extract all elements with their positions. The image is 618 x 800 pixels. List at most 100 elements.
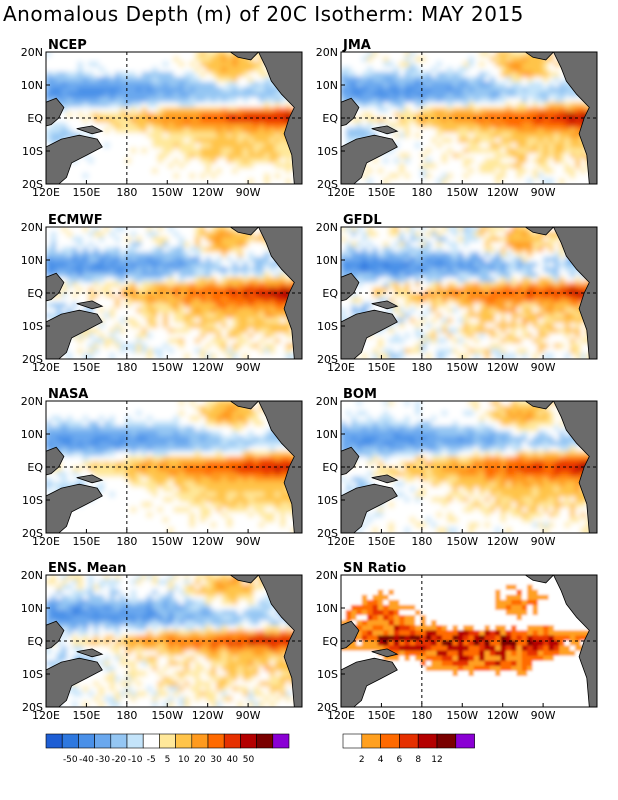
heatmap-cell [226, 71, 234, 78]
heatmap-cell [351, 122, 358, 129]
heatmap-cell [253, 322, 260, 330]
heatmap-cell [548, 87, 555, 94]
heatmap-cell [484, 137, 491, 144]
heatmap-cell [495, 71, 502, 78]
heatmap-cell [388, 322, 395, 330]
panel-title: NCEP [48, 38, 87, 53]
heatmap-cell [77, 163, 84, 170]
heatmap-cell [194, 338, 202, 345]
heatmap-cell [377, 343, 385, 350]
heatmap-cell [468, 147, 475, 155]
heatmap-cell [447, 282, 454, 289]
heatmap-cell [404, 122, 411, 129]
heatmap-cell [383, 241, 390, 248]
heatmap-cell [88, 76, 95, 83]
heatmap-cell [104, 168, 111, 175]
heatmap-cell [157, 107, 164, 114]
heatmap-cell [436, 137, 443, 144]
heatmap-cell [88, 92, 95, 99]
heatmap-cell [505, 343, 513, 350]
heatmap-cell [537, 137, 545, 144]
heatmap-cell [125, 343, 132, 350]
heatmap-cell [415, 132, 422, 139]
heatmap-cell [200, 338, 207, 345]
heatmap-cell [46, 246, 52, 253]
heatmap-cell [484, 231, 491, 238]
heatmap-cell [162, 117, 170, 124]
heatmap-cell [120, 92, 127, 99]
heatmap-cell [404, 76, 411, 83]
heatmap-cell [82, 112, 90, 119]
heatmap-cell [564, 92, 571, 99]
heatmap-cell [479, 122, 486, 129]
heatmap-cell [431, 302, 438, 309]
heatmap-cell [221, 307, 228, 314]
heatmap-cell [527, 168, 534, 175]
heatmap-cell [82, 107, 90, 114]
heatmap-cell [409, 61, 417, 68]
heatmap-cell [210, 307, 218, 314]
heatmap-cell [372, 251, 379, 258]
heatmap-cell [194, 81, 202, 89]
heatmap-cell [125, 153, 132, 160]
heatmap-cell [420, 137, 427, 144]
heatmap-cell [269, 102, 276, 109]
heatmap-cell [173, 297, 180, 304]
heatmap-cell [237, 61, 244, 68]
heatmap-cell [484, 267, 491, 274]
heatmap-cell [77, 81, 84, 89]
heatmap-cell [178, 277, 186, 284]
heatmap-cell [516, 137, 523, 144]
heatmap-cell [345, 71, 353, 78]
heatmap-cell [77, 241, 84, 248]
heatmap-cell [341, 71, 347, 78]
heatmap-cell [232, 333, 239, 340]
x-tick-label: 150E [72, 361, 100, 374]
heatmap-cell [226, 97, 234, 104]
heatmap-cell [463, 87, 470, 94]
heatmap-cell [226, 277, 234, 284]
heatmap-cell [404, 178, 411, 184]
heatmap-cell [447, 178, 454, 184]
heatmap-cell [367, 246, 374, 253]
heatmap-cell [377, 231, 385, 238]
heatmap-cell [253, 256, 260, 264]
heatmap-cell [98, 297, 106, 304]
heatmap-cell [61, 267, 68, 274]
heatmap-cell [372, 272, 379, 279]
heatmap-cell [431, 343, 438, 350]
heatmap-cell [404, 236, 411, 243]
heatmap-cell [269, 81, 276, 89]
heatmap-cell [527, 307, 534, 314]
heatmap-cell [484, 297, 491, 304]
heatmap-cell [537, 231, 545, 238]
heatmap-cell [516, 267, 523, 274]
heatmap-cell [489, 262, 497, 269]
heatmap-cell [104, 236, 111, 243]
heatmap-cell [575, 147, 582, 155]
heatmap-cell [553, 81, 561, 89]
heatmap-cell [351, 61, 358, 68]
heatmap-cell [88, 97, 95, 104]
heatmap-cell [280, 163, 287, 170]
heatmap-cell [162, 277, 170, 284]
heatmap-cell [393, 333, 401, 340]
heatmap-cell [200, 132, 207, 139]
heatmap-cell [415, 92, 422, 99]
heatmap-cell [564, 168, 571, 175]
heatmap-cell [425, 312, 433, 319]
heatmap-cell [200, 52, 207, 58]
heatmap-cell [269, 282, 276, 289]
heatmap-cell [253, 76, 260, 83]
heatmap-cell [361, 277, 369, 284]
heatmap-cell [237, 317, 244, 324]
heatmap-cell [226, 178, 234, 184]
heatmap-cell [205, 92, 212, 99]
heatmap-cell [248, 132, 255, 139]
heatmap-cell [367, 251, 374, 258]
heatmap-cell [404, 92, 411, 99]
heatmap-cell [285, 282, 292, 289]
heatmap-cell [484, 287, 491, 294]
heatmap-cell [436, 158, 443, 165]
heatmap-cell [226, 132, 234, 139]
